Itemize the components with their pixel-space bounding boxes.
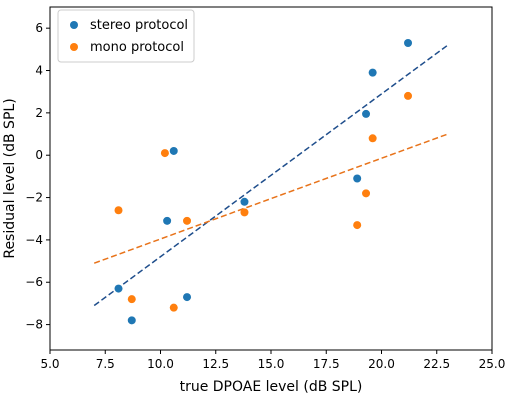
data-point-series-1 (362, 189, 371, 198)
y-axis-ticks: −8 −6 −4 −2 0 2 4 6 (25, 21, 50, 332)
y-tick-label: −8 (25, 318, 43, 332)
data-point-series-1 (368, 134, 377, 143)
data-point-series-0 (127, 316, 136, 325)
data-point-series-0 (114, 284, 123, 293)
data-point-series-0 (240, 197, 249, 206)
legend-label: stereo protocol (90, 18, 188, 33)
x-tick-label: 10.0 (147, 357, 174, 371)
data-point-series-1 (169, 303, 178, 312)
x-tick-label: 12.5 (202, 357, 229, 371)
y-tick-label: 0 (35, 148, 43, 162)
data-point-series-0 (169, 146, 178, 155)
y-tick-label: 6 (35, 21, 43, 35)
trend-lines (93, 44, 449, 307)
trend-line-0 (93, 44, 449, 307)
x-tick-label: 7.5 (96, 357, 115, 371)
y-axis-label: Residual level (dB SPL) (2, 98, 18, 258)
legend-box (57, 9, 195, 63)
y-tick-label: −6 (25, 275, 43, 289)
x-tick-label: 22.5 (423, 357, 450, 371)
x-axis-label: true DPOAE level (dB SPL) (180, 379, 363, 395)
data-point-series-0 (353, 174, 362, 183)
y-tick-label: −2 (25, 191, 43, 205)
data-point-series-1 (160, 149, 169, 158)
x-tick-label: 25.0 (479, 357, 506, 371)
data-point-series-1 (127, 295, 136, 304)
legend-marker (70, 21, 78, 29)
data-point-series-0 (404, 38, 413, 47)
x-tick-label: 15.0 (258, 357, 285, 371)
legend-marker (70, 43, 78, 51)
data-point-series-0 (163, 216, 172, 225)
y-tick-label: 4 (35, 64, 43, 78)
data-point-series-0 (362, 109, 371, 118)
data-point-series-1 (240, 208, 249, 217)
y-tick-label: −4 (25, 233, 43, 247)
data-point-series-1 (404, 91, 413, 100)
x-tick-label: 20.0 (368, 357, 395, 371)
legend: stereo protocol mono protocol (57, 9, 195, 63)
data-point-series-0 (368, 68, 377, 77)
data-point-series-1 (114, 206, 123, 215)
data-points (114, 38, 413, 325)
x-tick-label: 17.5 (313, 357, 340, 371)
legend-label: mono protocol (90, 40, 184, 55)
y-tick-label: 2 (35, 106, 43, 120)
data-point-series-0 (183, 293, 192, 302)
x-axis-ticks: 5.0 7.5 10.0 12.5 15.0 17.5 20.0 22.5 25.0 (40, 350, 505, 371)
data-point-series-1 (183, 216, 192, 225)
x-tick-label: 5.0 (40, 357, 59, 371)
data-point-series-1 (353, 221, 362, 230)
